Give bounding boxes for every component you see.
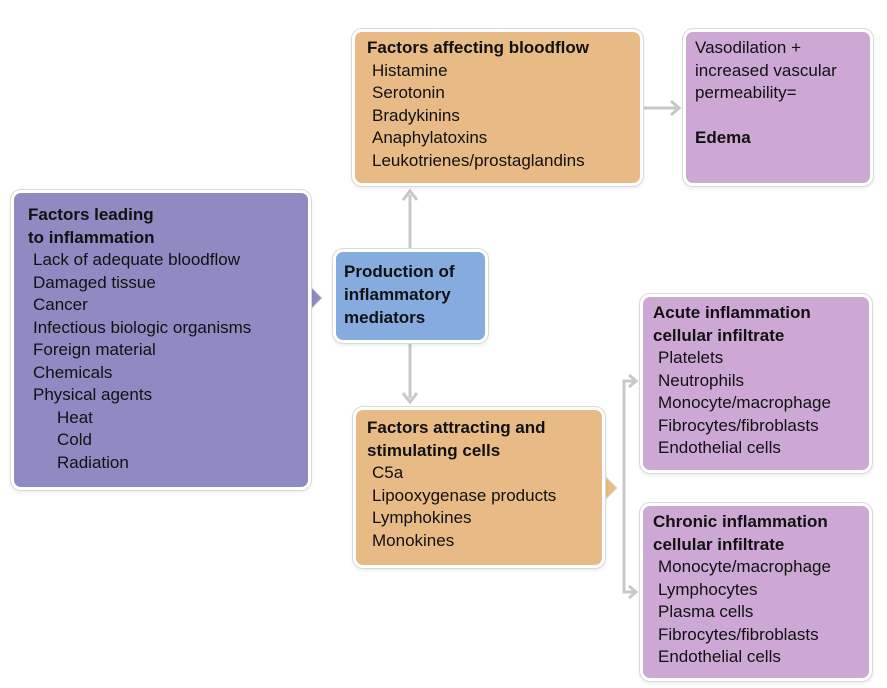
causes-title-line2: to inflammation <box>28 227 155 247</box>
arrow-up-head <box>401 188 419 201</box>
causes-subitem: Radiation <box>57 452 129 472</box>
bloodflow-box: Factors affecting bloodflow Histamine Se… <box>355 32 640 183</box>
mediators-line1: Production of <box>344 262 455 281</box>
causes-subitem: Heat <box>57 407 93 427</box>
mediators-line2: inflammatory <box>344 285 451 304</box>
cells-title-line1: Factors attracting and <box>367 418 546 437</box>
edema-line3: permeability= <box>695 83 797 102</box>
causes-item: Lack of adequate bloodflow <box>33 250 240 269</box>
mediators-box: Production of inflammatory mediators <box>336 252 485 340</box>
bloodflow-item: Anaphylatoxins <box>372 128 488 147</box>
acute-item: Neutrophils <box>658 370 744 390</box>
bloodflow-item: Leukotrienes/prostaglandins <box>372 150 585 170</box>
causes-box: Factors leading to inflammation Lack of … <box>14 193 308 487</box>
edema-box: Vasodilation + increased vascular permea… <box>686 32 870 183</box>
causes-item: Infectious biologic organisms <box>33 317 252 337</box>
cells-box: Factors attracting and stimulating cells… <box>356 410 602 565</box>
causes-item: Physical agents <box>33 385 153 404</box>
acute-item: Monocyte/macrophage <box>658 393 831 412</box>
causes-pointer <box>305 280 323 316</box>
chronic-item: Plasma cells <box>658 602 754 621</box>
acute-item: Platelets <box>658 348 724 367</box>
edema-line1: Vasodilation + <box>695 38 802 57</box>
acute-item: Endothelial cells <box>658 438 781 457</box>
cells-title-line2: stimulating cells <box>367 440 501 460</box>
causes-item: Chemicals <box>33 362 113 382</box>
chronic-item: Lymphocytes <box>658 579 758 599</box>
arrow-right-head <box>670 99 682 117</box>
cells-item: C5a <box>372 463 404 482</box>
branch-arrow-chronic-head <box>628 584 639 600</box>
cells-item: Lipooxygenase products <box>372 485 557 505</box>
branch-bracket <box>622 379 636 594</box>
mediators-line3: mediators <box>344 308 426 327</box>
chronic-title-line1: Chronic inflammation <box>653 512 828 531</box>
cells-item: Lymphokines <box>372 508 472 527</box>
acute-title-line1: Acute inflammation <box>653 303 811 322</box>
acute-box: Acute inflammation cellular infiltrate P… <box>643 297 869 470</box>
causes-item: Damaged tissue <box>33 272 156 292</box>
causes-item: Foreign material <box>33 340 156 359</box>
causes-item: Cancer <box>33 295 88 314</box>
chronic-item: Monocyte/macrophage <box>658 557 831 576</box>
edema-line2: increased vascular <box>695 60 837 80</box>
branch-arrow-acute-head <box>628 373 639 389</box>
chronic-item: Fibrocytes/fibroblasts <box>658 624 819 644</box>
acute-title-line2: cellular infiltrate <box>653 325 785 345</box>
bloodflow-item: Bradykinins <box>372 105 460 125</box>
acute-item: Fibrocytes/fibroblasts <box>658 415 819 435</box>
cells-pointer <box>600 470 618 506</box>
chronic-item: Endothelial cells <box>658 647 781 666</box>
chronic-box: Chronic inflammation cellular infiltrate… <box>643 506 869 678</box>
bloodflow-item: Serotonin <box>372 83 445 102</box>
arrow-down-head <box>401 392 419 405</box>
cells-item: Monokines <box>372 530 455 550</box>
bloodflow-title: Factors affecting bloodflow <box>367 38 589 57</box>
chronic-title-line2: cellular infiltrate <box>653 534 785 554</box>
bloodflow-item: Histamine <box>372 60 448 80</box>
causes-subitem: Cold <box>57 430 92 449</box>
edema-result: Edema <box>695 127 751 147</box>
causes-title-line1: Factors leading <box>28 205 154 224</box>
